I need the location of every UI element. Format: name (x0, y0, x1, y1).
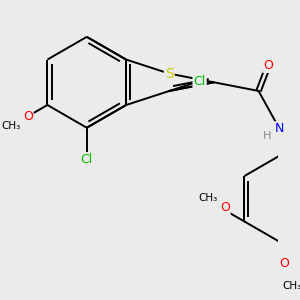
Text: Cl: Cl (81, 153, 93, 166)
Text: CH₃: CH₃ (282, 281, 300, 291)
Text: S: S (165, 67, 174, 81)
Text: CH₃: CH₃ (199, 193, 218, 203)
Text: CH₃: CH₃ (2, 121, 21, 131)
Text: O: O (220, 201, 230, 214)
Text: O: O (23, 110, 33, 123)
Text: O: O (263, 59, 273, 72)
Text: H: H (262, 131, 271, 141)
Text: Cl: Cl (194, 75, 206, 88)
Text: N: N (275, 122, 284, 135)
Text: O: O (279, 257, 289, 270)
